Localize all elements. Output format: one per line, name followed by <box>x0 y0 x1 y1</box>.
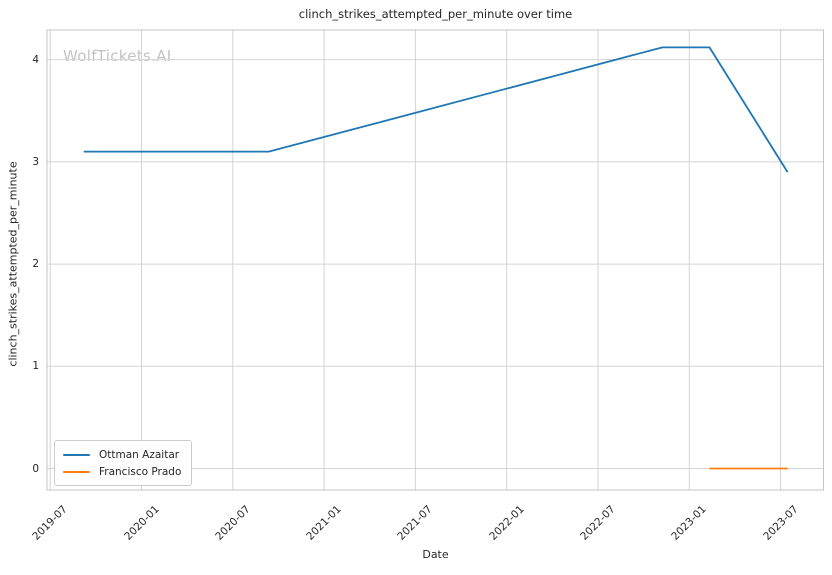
y-tick-label: 4 <box>32 53 39 66</box>
legend: Ottman Azaitar Francisco Prado <box>54 440 193 486</box>
chart-title: clinch_strikes_attempted_per_minute over… <box>298 7 573 21</box>
y-tick-label: 1 <box>32 360 39 373</box>
x-axis-label: Date <box>422 548 449 561</box>
legend-line-swatch <box>63 470 90 473</box>
y-tick-label: 0 <box>32 462 39 475</box>
y-tick-label: 3 <box>32 155 39 168</box>
plot-border <box>46 29 824 491</box>
watermark: WolfTickets.AI <box>63 47 172 65</box>
legend-label: Francisco Prado <box>99 465 182 478</box>
series-lines <box>83 46 789 470</box>
legend-line-swatch <box>63 453 90 456</box>
legend-item: Ottman Azaitar <box>63 446 181 463</box>
legend-label: Ottman Azaitar <box>99 448 180 461</box>
legend-item: Francisco Prado <box>63 463 181 480</box>
y-tick-label: 2 <box>32 258 39 271</box>
series-line-ottman-azaitar <box>83 46 789 173</box>
gridlines <box>47 30 824 490</box>
y-axis-label: clinch_strikes_attempted_per_minute <box>6 161 20 367</box>
